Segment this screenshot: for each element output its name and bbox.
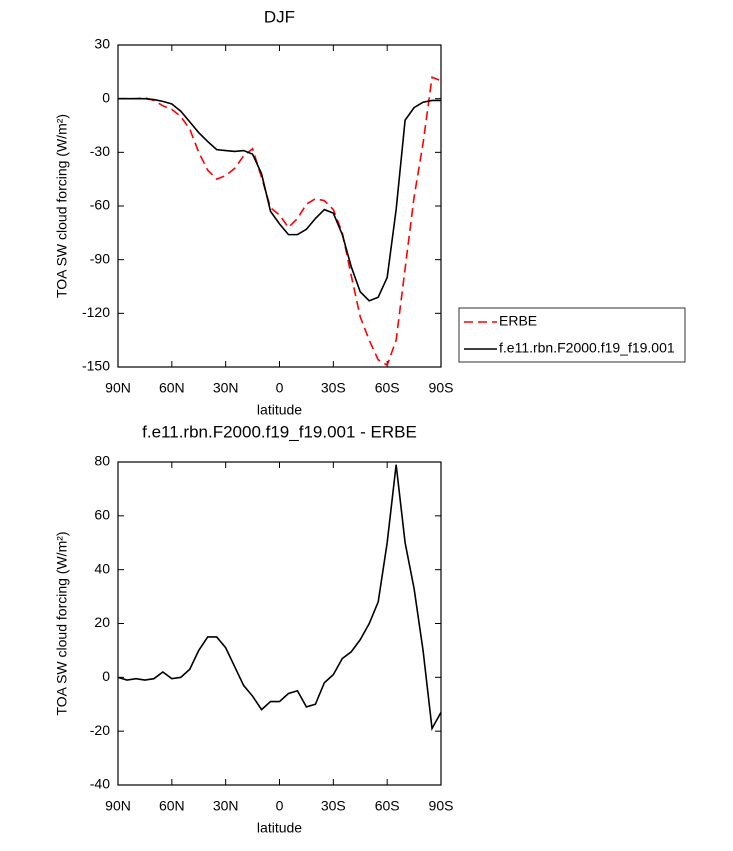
y-tick-label: -20: [90, 722, 110, 738]
y-tick-label: -40: [90, 776, 110, 792]
x-tick-label: 60S: [375, 380, 400, 396]
y-tick-label: -60: [90, 197, 110, 213]
y-tick-label: 0: [102, 89, 110, 105]
y-tick-label: -120: [82, 304, 110, 320]
x-tick-label: 30S: [321, 380, 346, 396]
y-tick-label: 30: [94, 36, 110, 52]
plot-frame: [117, 461, 442, 786]
legend-label: ERBE: [499, 313, 537, 329]
x-axis-label: latitude: [257, 820, 302, 836]
y-tick-label: -30: [90, 143, 110, 159]
data-line: [118, 76, 442, 367]
y-axis-label: TOA SW cloud forcing (W/m²): [54, 114, 70, 298]
plot-frame: [117, 44, 442, 368]
y-tick-label: 0: [102, 668, 110, 684]
y-axis-label: TOA SW cloud forcing (W/m²): [54, 531, 70, 715]
chart-title: f.e11.rbn.F2000.f19_f19.001 - ERBE: [142, 422, 417, 441]
x-tick-label: 60N: [159, 798, 185, 814]
y-tick-label: 20: [94, 614, 110, 630]
data-line: [118, 97, 441, 302]
x-tick-label: 90N: [105, 798, 131, 814]
x-tick-label: 90S: [429, 798, 454, 814]
x-tick-label: 90N: [105, 380, 131, 396]
y-tick-label: -150: [82, 358, 110, 374]
x-tick-label: 0: [276, 798, 284, 814]
y-tick-label: -90: [90, 250, 110, 266]
x-tick-label: 60S: [375, 798, 400, 814]
x-tick-label: 30S: [321, 798, 346, 814]
legend-box: [458, 307, 686, 363]
chart-title: DJF: [264, 7, 295, 26]
x-tick-label: 0: [276, 380, 284, 396]
x-tick-label: 30N: [213, 798, 239, 814]
y-tick-label: 80: [94, 453, 110, 469]
data-line: [117, 464, 442, 732]
x-axis-label: latitude: [257, 402, 302, 418]
x-tick-label: 60N: [159, 380, 185, 396]
x-tick-label: 30N: [213, 380, 239, 396]
legend-label: f.e11.rbn.F2000.f19_f19.001: [499, 340, 675, 356]
y-tick-label: 60: [94, 507, 110, 523]
y-tick-label: 40: [94, 560, 110, 576]
x-tick-label: 90S: [429, 380, 454, 396]
